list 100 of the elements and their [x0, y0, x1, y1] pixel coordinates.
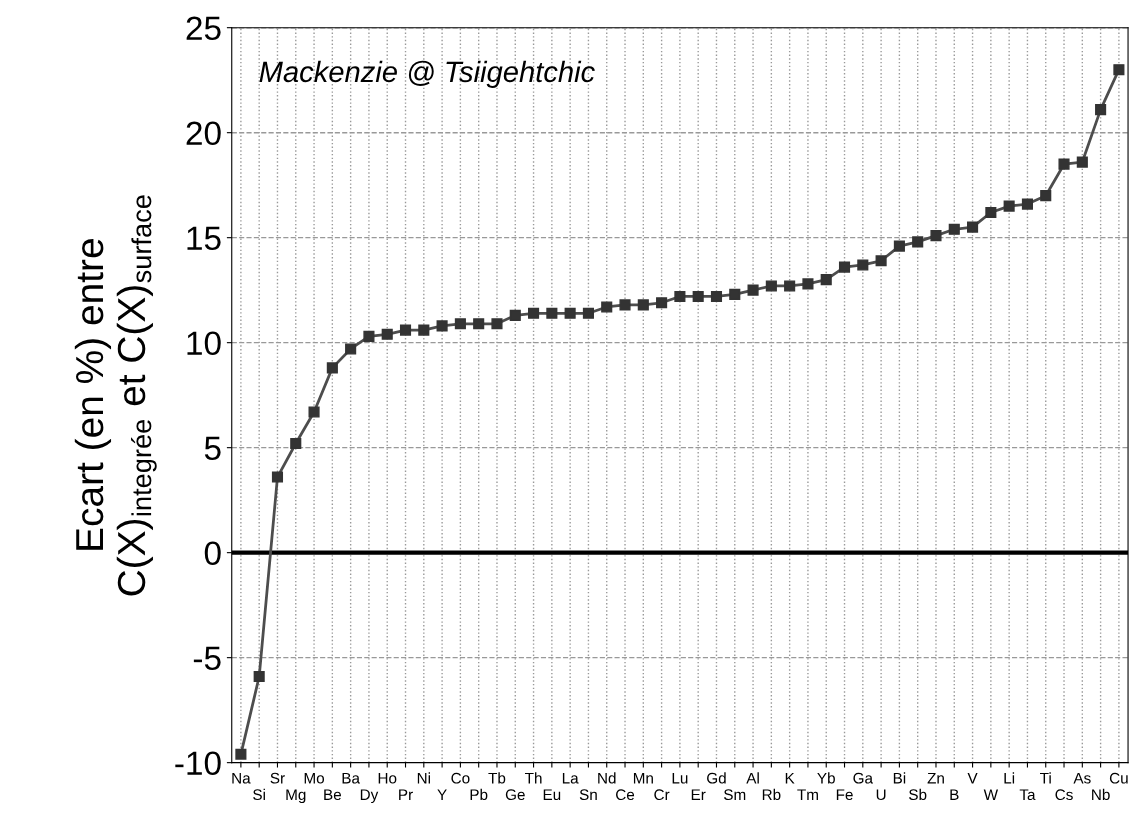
- x-tick-label: Sr: [270, 772, 285, 784]
- point: [601, 301, 613, 313]
- point: [582, 307, 594, 319]
- x-tick-label: W: [983, 789, 999, 800]
- y-tick-label: 5: [204, 436, 221, 461]
- x-tick-label: Cu: [1109, 772, 1128, 784]
- y-tick-label: -5: [193, 646, 221, 671]
- point: [308, 406, 320, 418]
- x-tick-label: Si: [253, 788, 265, 801]
- point: [1003, 200, 1015, 212]
- x-tick-label: Rb: [762, 788, 781, 801]
- point: [1113, 64, 1125, 76]
- x-tick-label: Bi: [893, 772, 906, 784]
- point: [857, 259, 869, 271]
- x-tick-label: Ti: [1040, 772, 1051, 784]
- x-tick-label: Ho: [378, 772, 397, 784]
- x-tick-label: Fe: [836, 789, 853, 801]
- y-tick-label: -10: [175, 751, 221, 776]
- point: [674, 290, 686, 303]
- x-tick-label: Sb: [909, 788, 927, 801]
- x-tick-label: Pb: [470, 788, 488, 801]
- point: [454, 318, 466, 330]
- point: [564, 307, 576, 319]
- point: [912, 236, 924, 248]
- x-tick-label: Cs: [1055, 789, 1073, 801]
- point: [326, 362, 338, 374]
- point: [1040, 190, 1052, 202]
- x-tick-label: Sn: [579, 789, 597, 801]
- y-tick-label: 0: [204, 541, 221, 566]
- point: [509, 309, 521, 321]
- x-tick-label: Eu: [543, 789, 561, 801]
- x-tick-label: Lu: [672, 772, 688, 784]
- point: [345, 343, 357, 355]
- point: [1076, 156, 1088, 168]
- point: [399, 324, 412, 336]
- point: [381, 328, 393, 340]
- point: [893, 240, 905, 252]
- point: [710, 290, 723, 303]
- x-tick-label: Th: [524, 772, 542, 784]
- point: [436, 320, 448, 332]
- annotation: Mackenzie @ Tsiigehtchic: [259, 60, 595, 88]
- point: [692, 290, 704, 303]
- point: [1095, 104, 1107, 116]
- x-tick-label: U: [876, 789, 886, 801]
- point: [637, 299, 649, 311]
- x-tick-label: Nd: [598, 772, 616, 784]
- y-tick-label: 25: [186, 16, 221, 41]
- x-tick-label: Ni: [417, 772, 430, 784]
- point: [985, 206, 997, 219]
- y-axis-title: Ecart (en %) entre C(X)$_{integrée}$ et C(X)$_{surface}$: [74, 195, 157, 596]
- point: [967, 221, 979, 233]
- point: [948, 223, 960, 235]
- x-tick-label: Y: [437, 789, 447, 800]
- x-tick-label: Tm: [797, 789, 818, 800]
- point: [363, 330, 375, 342]
- point: [491, 318, 503, 330]
- x-tick-label: Ba: [342, 772, 360, 784]
- point: [875, 255, 887, 267]
- x-tick-label: Tb: [488, 772, 506, 784]
- x-tick-label: Gd: [707, 772, 726, 784]
- x-tick-label: Er: [691, 789, 706, 800]
- x-tick-label: K: [785, 772, 795, 784]
- x-tick-label: Yb: [817, 772, 835, 784]
- point: [619, 299, 631, 311]
- y-tick-label: 20: [186, 121, 221, 146]
- x-tick-label: La: [562, 772, 579, 784]
- x-tick-label: Pr: [399, 789, 413, 800]
- x-tick-label: Zn: [927, 772, 944, 784]
- point: [729, 288, 741, 300]
- x-tick-label: Dy: [360, 789, 379, 804]
- point: [473, 318, 485, 330]
- point: [656, 297, 668, 309]
- point: [820, 274, 832, 286]
- x-tick-label: Li: [1004, 772, 1015, 784]
- point: [546, 307, 558, 319]
- x-tick-label: Be: [324, 789, 342, 801]
- point: [838, 261, 851, 273]
- x-tick-label: Co: [451, 772, 470, 784]
- x-tick-label: Na: [232, 772, 251, 784]
- x-tick-label: Mn: [633, 772, 653, 784]
- y-tick-label: 15: [187, 226, 221, 251]
- point: [235, 748, 247, 760]
- point: [747, 284, 759, 296]
- x-tick-label: Al: [746, 772, 759, 784]
- point: [253, 670, 265, 683]
- point: [528, 307, 540, 319]
- x-tick-label: V: [967, 772, 978, 784]
- x-tick-label: Mo: [304, 772, 325, 784]
- point: [802, 278, 814, 290]
- point: [1058, 158, 1070, 170]
- point: [271, 471, 284, 483]
- x-tick-label: Mg: [286, 789, 306, 804]
- x-tick-label: Ge: [505, 789, 525, 801]
- x-tick-label: Cr: [654, 789, 670, 801]
- point: [765, 280, 777, 292]
- point: [784, 280, 796, 292]
- point: [930, 230, 942, 242]
- point: [1021, 198, 1033, 210]
- x-tick-label: As: [1073, 772, 1091, 784]
- x-tick-label: Ta: [1019, 789, 1036, 801]
